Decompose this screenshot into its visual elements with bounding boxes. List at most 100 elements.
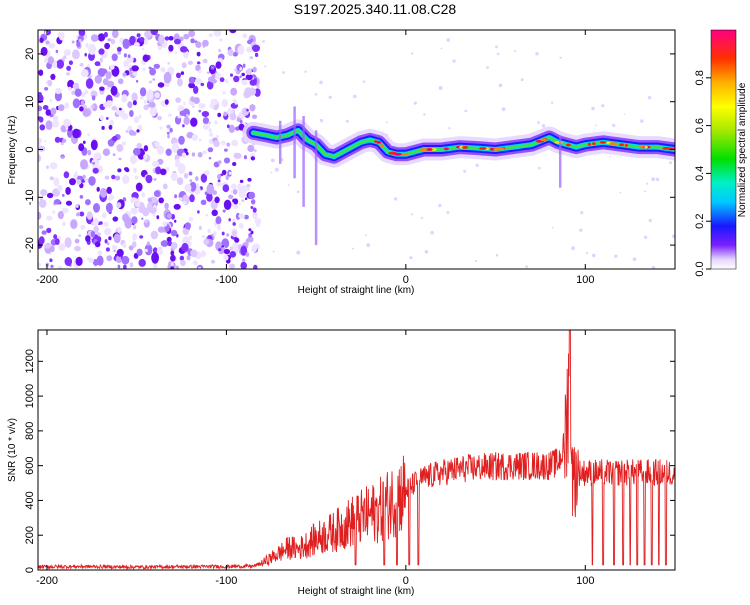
noise-blob [237,185,243,192]
noise-blob [149,67,157,76]
heatmap-y-tick-label: -20 [24,237,36,253]
noise-blob [188,82,196,89]
noise-blob [170,266,175,269]
noise-blob [152,160,160,168]
noise-blob [154,141,160,148]
noise-speck [393,197,398,201]
noise-speck [651,177,656,182]
noise-blob [131,216,138,225]
noise-blob [183,101,186,106]
noise-blob [182,124,185,128]
noise-blob [49,99,53,103]
noise-blob [146,241,150,246]
noise-blob [72,128,80,139]
noise-blob [223,111,228,117]
noise-blob [218,48,222,53]
noise-blob [78,143,85,152]
noise-blob [223,254,229,261]
noise-blob [232,98,237,103]
noise-speck [495,45,498,49]
noise-blob [180,71,185,75]
noise-blob [248,191,256,200]
noise-blob [55,49,59,54]
noise-blob [93,225,99,233]
noise-blob [200,82,205,87]
noise-blob [99,115,105,121]
noise-blob [149,101,156,108]
snr-y-tick-label: 1000 [24,384,36,408]
noise-blob [245,241,249,247]
noise-blob [178,197,183,202]
noise-blob [222,184,230,193]
noise-speck [270,158,275,163]
snr-y-tick-label: 0 [24,567,36,573]
noise-speck [559,56,562,59]
noise-blob [109,119,115,127]
noise-blob [52,210,56,214]
noise-blob [39,124,46,131]
noise-blob [198,69,202,74]
noise-blob [102,148,111,156]
noise-blob [106,242,110,246]
noise-blob [144,244,153,256]
noise-speck [319,118,324,123]
noise-speck [514,50,517,53]
noise-blob [230,87,238,96]
noise-blob [210,259,216,264]
noise-blob [204,191,208,195]
noise-blob [105,247,110,252]
noise-speck [424,250,429,254]
noise-blob [130,154,137,165]
noise-blob [110,85,118,96]
noise-speck [362,80,366,83]
noise-speck [264,65,267,68]
noise-blob [94,61,101,67]
noise-blob [192,260,198,266]
noise-blob [87,149,92,156]
noise-blob [184,222,191,230]
noise-blob [84,52,87,57]
noise-blob [103,227,112,236]
ridge-hotspot [592,142,596,146]
ridge-hotspot [554,141,563,144]
noise-blob [217,112,222,118]
noise-blob [193,97,200,104]
noise-blob [170,262,174,266]
noise-blob [174,51,178,54]
noise-blob [132,100,137,106]
noise-blob [188,76,195,84]
noise-blob [227,107,232,114]
noise-speck [619,191,622,194]
noise-blob [202,58,208,64]
noise-blob [106,80,115,88]
noise-speck [282,71,285,74]
noise-blob [207,147,214,153]
noise-blob [139,87,147,97]
noise-blob [57,265,63,269]
noise-blob [139,235,144,239]
noise-blob [112,153,116,157]
colorbar-gradient [710,29,737,270]
noise-blob [40,46,48,56]
noise-speck [446,38,451,42]
noise-blob [245,74,253,81]
noise-blob [58,104,65,112]
snr-x-tick-label: 0 [403,575,409,587]
noise-blob [80,100,85,106]
noise-speck [423,113,426,116]
noise-blob [206,192,213,202]
heatmap-x-tick-label: 0 [403,274,409,286]
noise-blob [251,199,256,205]
noise-blob [79,195,84,199]
noise-speck [486,66,489,69]
noise-speck [538,166,541,170]
noise-speck [669,161,672,165]
noise-blob [99,221,103,225]
noise-speck [651,265,656,269]
noise-blob [239,179,244,183]
noise-blob [80,69,89,78]
noise-blob [103,102,108,108]
noise-blob [164,36,170,41]
noise-blob [251,244,257,253]
noise-speck [430,230,434,235]
